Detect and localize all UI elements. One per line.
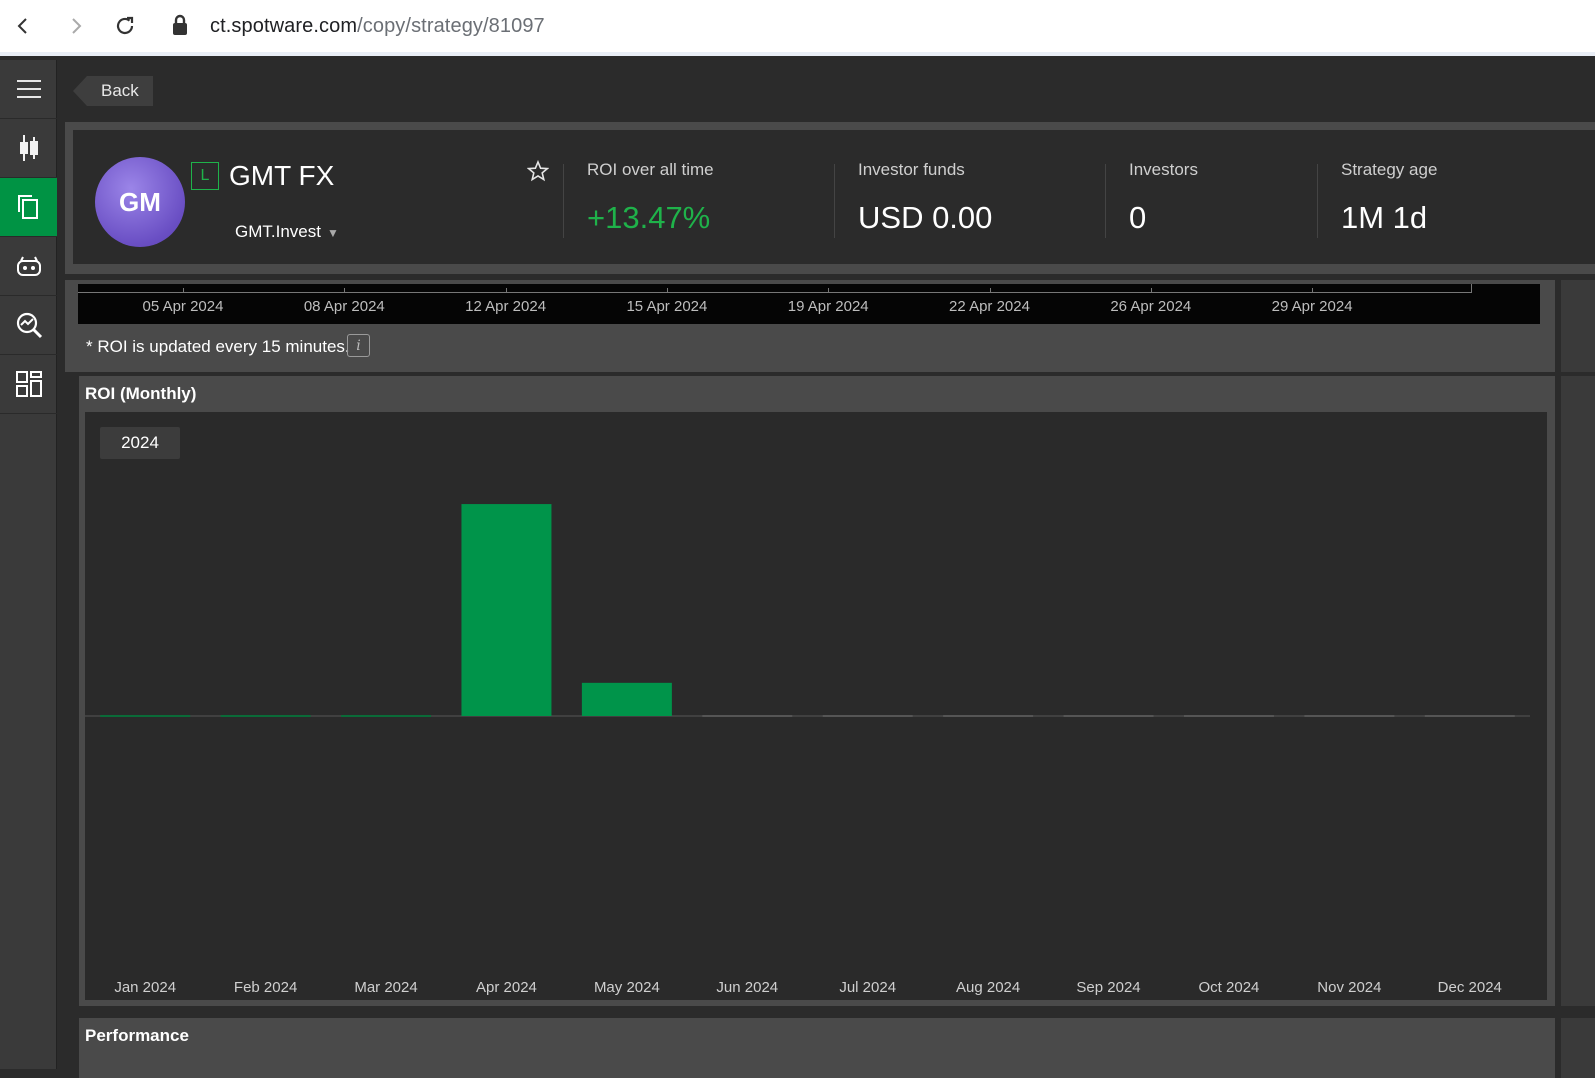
sidebar — [0, 60, 57, 1069]
provider-name: GMT.Invest — [235, 222, 321, 241]
bar-mar-2024[interactable] — [341, 715, 432, 717]
axis-line-end — [1471, 284, 1472, 293]
x-tick-label: Nov 2024 — [1317, 979, 1381, 996]
equity-chart-axis: 05 Apr 2024 08 Apr 2024 12 Apr 2024 15 Apr … — [78, 284, 1540, 324]
stat-funds: Investor funds USD 0.00 — [858, 160, 992, 236]
bar-oct-2024[interactable] — [1183, 715, 1274, 717]
stat-age-value: 1M 1d — [1341, 200, 1428, 235]
url-path: /copy/strategy/81097 — [357, 15, 545, 37]
axis-tick-mark — [666, 288, 668, 293]
side-panel-edge — [1561, 280, 1595, 372]
stat-funds-value: USD 0.00 — [858, 200, 993, 235]
hamburger-icon[interactable] — [0, 60, 57, 119]
bar-dec-2024[interactable] — [1424, 715, 1515, 717]
strategy-name: GMT FX — [229, 160, 335, 191]
main-content: Back GM L GMT FX GMT.Invest ▼ ROI over al… — [57, 60, 1595, 1078]
stat-investors: Investors 0 — [1129, 160, 1198, 236]
roi-monthly-panel: ROI (Monthly) Jan 2024 Feb 2024 Mar 2024 Ap… — [79, 376, 1555, 1006]
bar-jun-2024[interactable] — [702, 715, 793, 717]
axis-tick-mark — [1312, 288, 1314, 293]
x-tick-label: Apr 2024 — [476, 979, 537, 996]
info-icon[interactable]: i — [347, 334, 370, 357]
axis-tick-label: 22 Apr 2024 — [949, 298, 1030, 315]
bar-may-2024[interactable] — [581, 682, 672, 716]
bar-jul-2024[interactable] — [822, 715, 913, 717]
x-tick-label: Dec 2024 — [1438, 979, 1502, 996]
lock-icon[interactable] — [170, 13, 192, 39]
analytics-search-icon[interactable] — [0, 296, 57, 355]
x-tick-label: Jun 2024 — [716, 979, 778, 996]
strategy-type-badge: L — [191, 162, 219, 190]
robot-icon[interactable] — [0, 237, 57, 296]
x-tick-label: Aug 2024 — [956, 979, 1020, 996]
axis-tick-mark — [828, 288, 830, 293]
performance-title: Performance — [85, 1026, 189, 1045]
back-button[interactable]: Back — [73, 76, 153, 106]
axis-tick-label: 15 Apr 2024 — [626, 298, 708, 315]
caret-down-icon: ▼ — [326, 226, 339, 240]
stat-funds-label: Investor funds — [858, 160, 965, 179]
year-tab-2024[interactable]: 2024 — [100, 427, 180, 459]
provider-dropdown[interactable]: GMT.Invest ▼ — [235, 222, 339, 242]
performance-panel: Performance — [79, 1018, 1555, 1078]
stat-roi: ROI over all time +13.47% — [587, 160, 714, 236]
x-tick-label: Sep 2024 — [1076, 979, 1140, 996]
roi-monthly-chart: Jan 2024 Feb 2024 Mar 2024 Apr 2024 May 2024… — [85, 412, 1547, 1000]
axis-line — [78, 292, 1472, 293]
browser-toolbar: ct.spotware.com/copy/strategy/81097 — [0, 0, 1595, 56]
star-icon[interactable] — [526, 159, 550, 182]
x-tick-label: May 2024 — [594, 979, 660, 996]
side-panel-edge — [1561, 1018, 1595, 1078]
stat-investors-value: 0 — [1129, 200, 1147, 235]
app-frame: Back GM L GMT FX GMT.Invest ▼ ROI over al… — [0, 60, 1595, 1078]
axis-tick-label: 26 Apr 2024 — [1110, 298, 1192, 315]
forward-arrow-icon[interactable] — [62, 12, 90, 40]
roi-update-note: * ROI is updated every 15 minutes. — [86, 337, 350, 356]
stat-roi-label: ROI over all time — [587, 160, 714, 179]
x-tick-label: Jul 2024 — [839, 979, 896, 996]
roi-monthly-svg: Jan 2024 Feb 2024 Mar 2024 Apr 2024 May 2024… — [85, 504, 1530, 996]
bar-apr-2024[interactable] — [461, 504, 552, 716]
axis-tick-mark — [344, 288, 346, 293]
candlestick-icon[interactable] — [0, 119, 57, 178]
x-tick-label: Mar 2024 — [354, 979, 417, 996]
roi-monthly-title: ROI (Monthly) — [85, 384, 197, 403]
stat-age-label: Strategy age — [1341, 160, 1438, 179]
stat-divider — [1105, 164, 1106, 238]
reload-icon[interactable] — [111, 12, 139, 40]
bar-aug-2024[interactable] — [943, 715, 1034, 717]
axis-tick-label: 19 Apr 2024 — [787, 298, 869, 315]
copy-icon[interactable] — [0, 178, 57, 237]
strategy-header-inner: GM L GMT FX GMT.Invest ▼ ROI over all tim… — [73, 130, 1595, 264]
bar-feb-2024[interactable] — [220, 715, 311, 717]
side-panel-edge — [1561, 376, 1595, 1006]
x-tick-label: Oct 2024 — [1199, 979, 1260, 996]
stat-divider — [834, 164, 835, 238]
bar-nov-2024[interactable] — [1304, 715, 1395, 717]
widgets-icon[interactable] — [0, 355, 57, 414]
url-bar[interactable]: ct.spotware.com/copy/strategy/81097 — [210, 15, 545, 38]
axis-tick-mark — [183, 288, 184, 293]
axis-tick-label: 08 Apr 2024 — [303, 298, 385, 315]
equity-chart-panel: 05 Apr 2024 08 Apr 2024 12 Apr 2024 15 Apr … — [65, 280, 1555, 372]
stat-divider — [563, 164, 564, 238]
stat-age: Strategy age 1M 1d — [1341, 160, 1437, 236]
x-tick-label: Jan 2024 — [114, 979, 176, 996]
bar-jan-2024[interactable] — [100, 715, 191, 717]
axis-tick-mark — [505, 288, 507, 293]
axis-tick-label: 29 Apr 2024 — [1271, 298, 1353, 315]
stat-roi-value: +13.47% — [587, 200, 711, 235]
bar-sep-2024[interactable] — [1063, 715, 1154, 717]
url-host: ct.spotware.com — [210, 15, 358, 37]
strategy-header: GM L GMT FX GMT.Invest ▼ ROI over all tim… — [65, 122, 1595, 274]
axis-tick-mark — [1150, 288, 1152, 293]
avatar: GM — [95, 157, 185, 247]
stat-investors-label: Investors — [1129, 160, 1198, 179]
axis-tick-label: 12 Apr 2024 — [465, 298, 547, 315]
axis-tick-mark — [989, 288, 991, 293]
stat-divider — [1317, 164, 1318, 238]
back-arrow-icon[interactable] — [9, 12, 37, 40]
x-tick-label: Feb 2024 — [234, 979, 297, 996]
axis-tick-label: 05 Apr 2024 — [142, 298, 224, 315]
